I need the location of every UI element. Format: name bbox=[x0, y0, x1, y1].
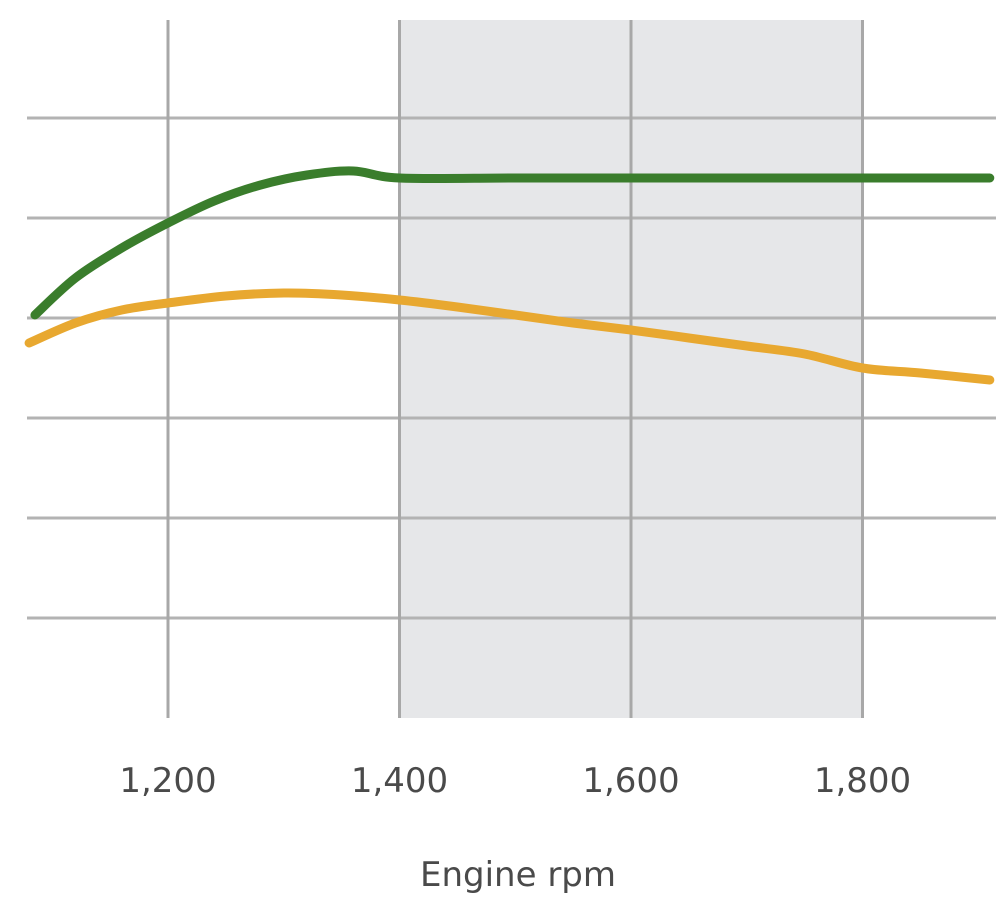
x-tick-labels: 1,200 1,400 1,600 1,800 bbox=[119, 761, 911, 801]
series-line-1 bbox=[30, 166, 995, 320]
x-tick-label: 1,600 bbox=[582, 761, 679, 801]
x-tick-label: 1,800 bbox=[814, 761, 911, 801]
series-lines bbox=[24, 166, 995, 385]
horizontal-gridlines bbox=[27, 116, 996, 620]
x-axis-title: Engine rpm bbox=[420, 855, 616, 895]
series-line-2 bbox=[24, 288, 995, 385]
x-tick-label: 1,400 bbox=[351, 761, 448, 801]
x-tick-label: 1,200 bbox=[119, 761, 216, 801]
